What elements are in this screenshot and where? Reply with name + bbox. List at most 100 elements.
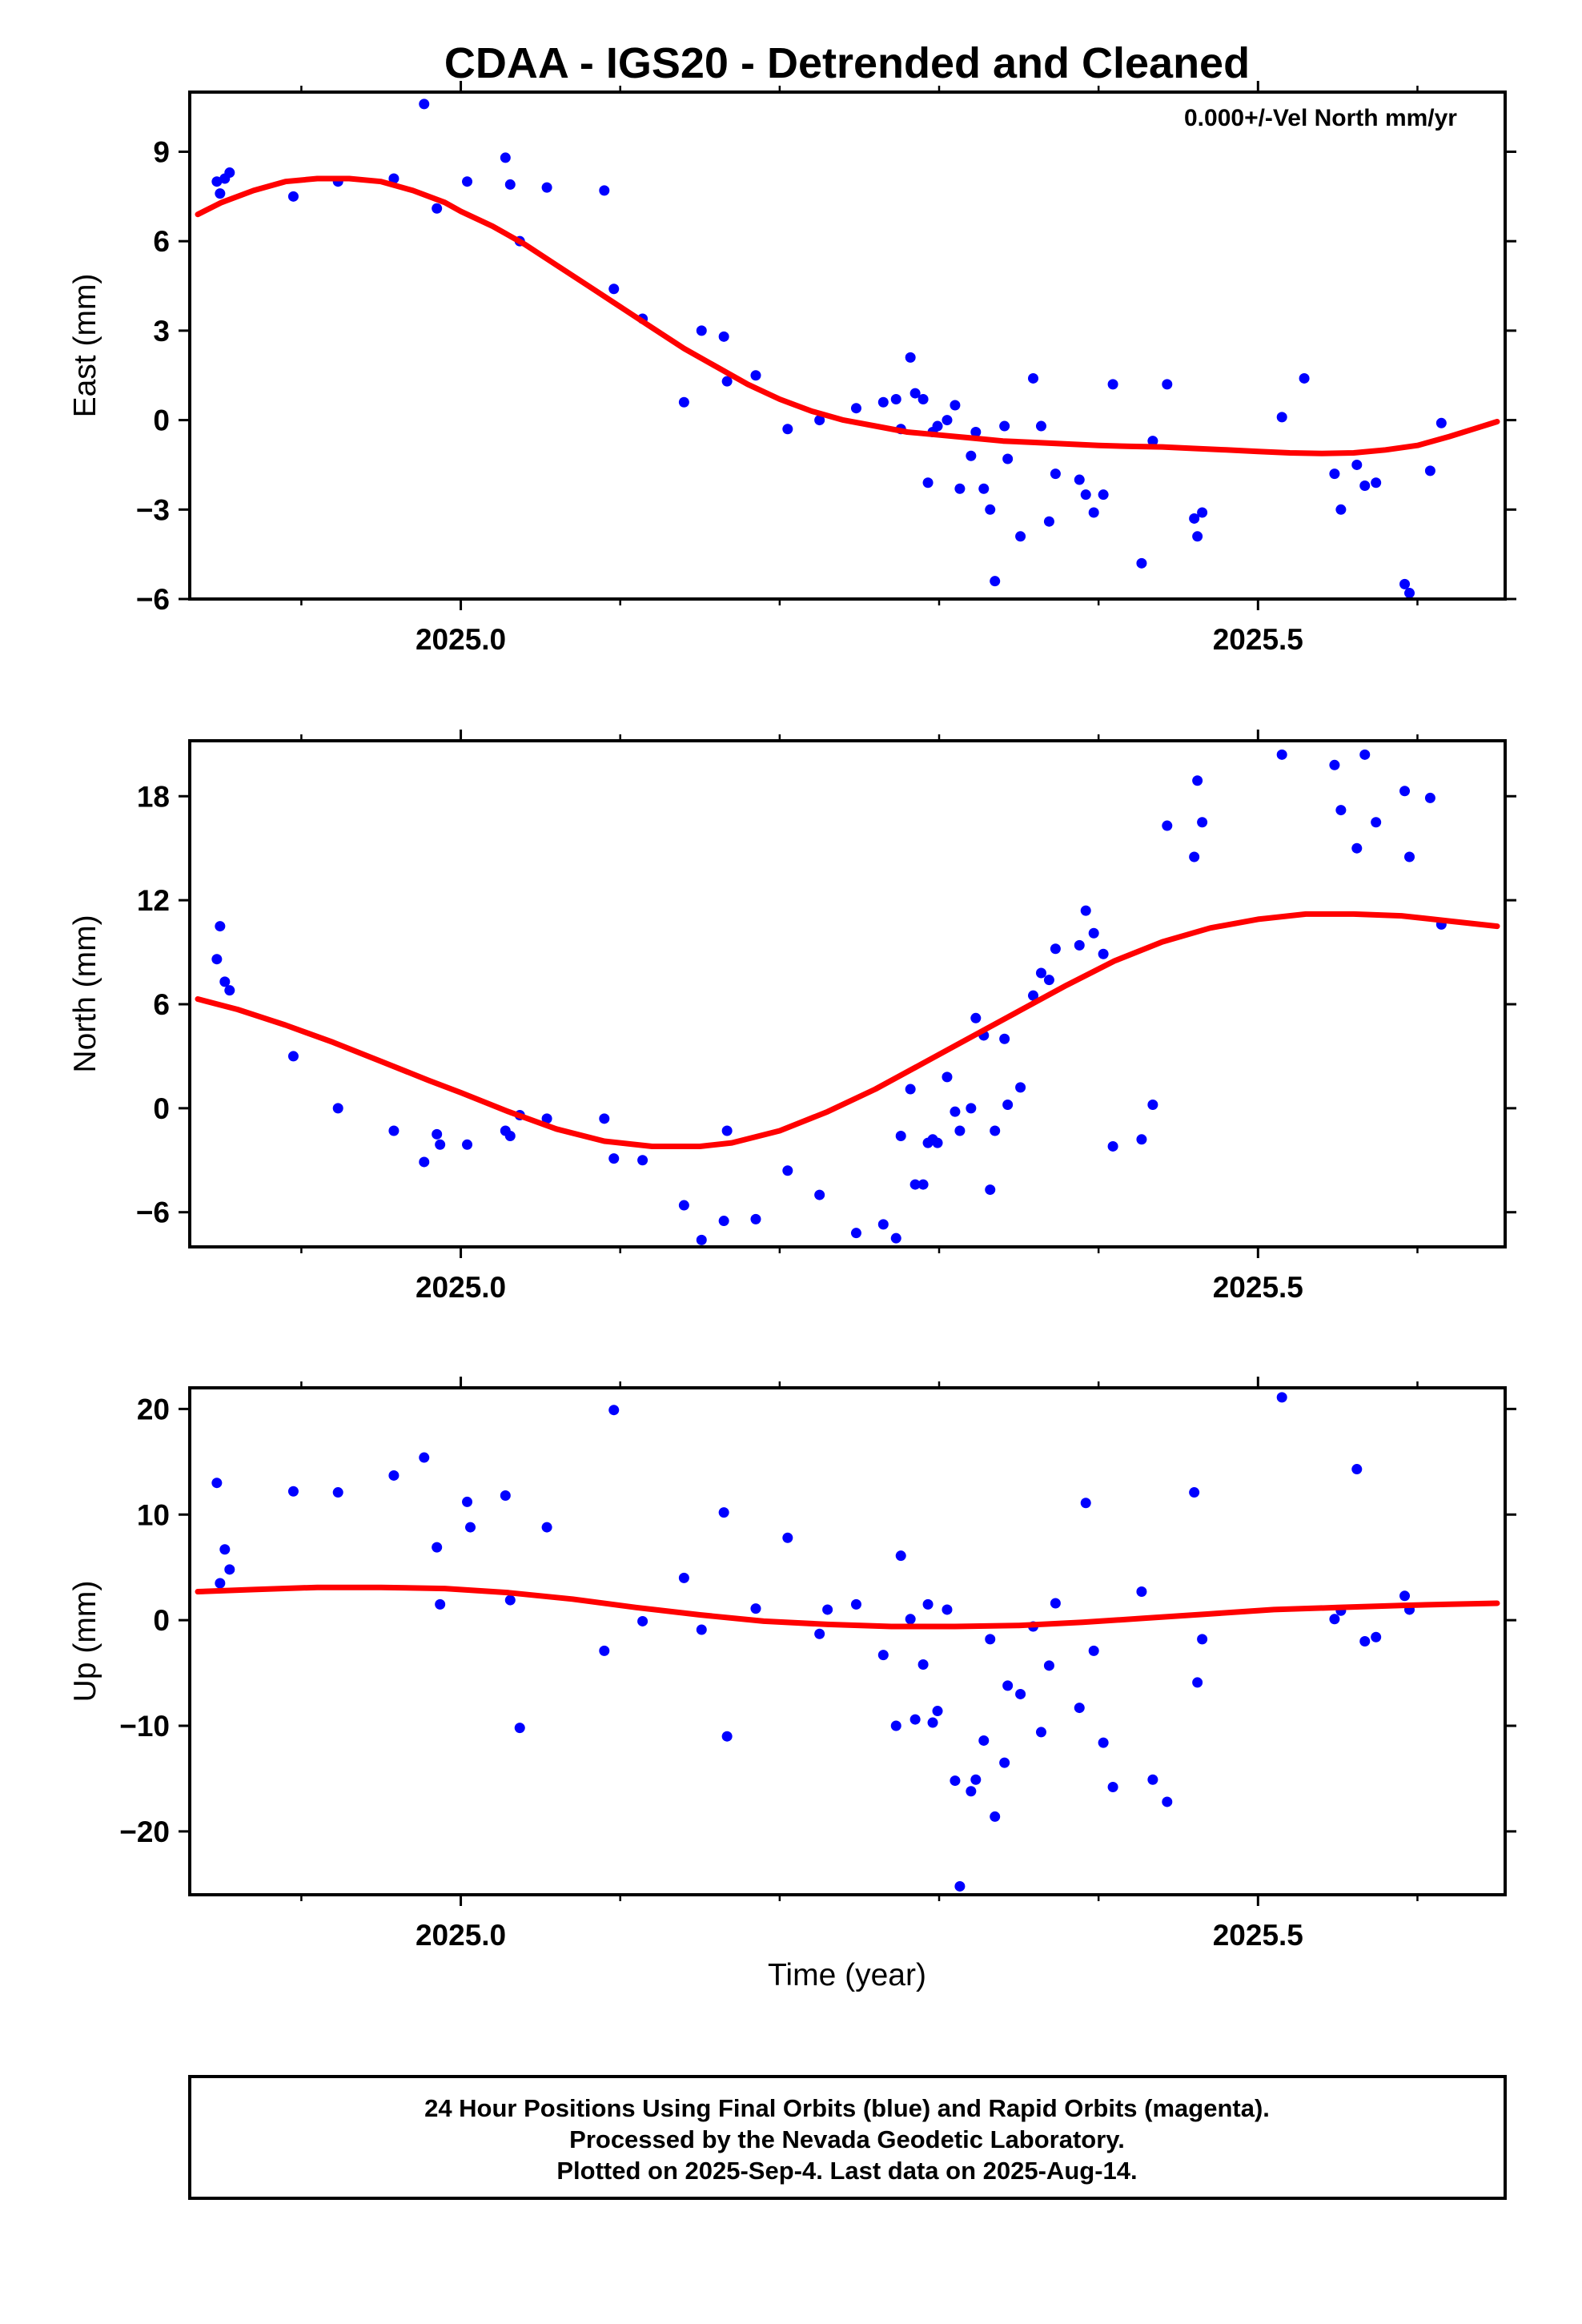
- data-point: [1074, 474, 1085, 485]
- data-point: [1399, 786, 1411, 797]
- data-point: [895, 1130, 906, 1141]
- data-point: [1002, 1100, 1014, 1111]
- data-point: [1043, 516, 1054, 527]
- data-point: [782, 1165, 793, 1176]
- data-point: [966, 1103, 977, 1114]
- footer-box: 24 Hour Positions Using Final Orbits (bl…: [188, 2075, 1507, 2200]
- data-point: [1424, 465, 1435, 476]
- fit-curve: [195, 911, 1500, 1149]
- data-point: [877, 396, 889, 408]
- data-point: [1276, 1392, 1287, 1403]
- data-point: [942, 1072, 953, 1083]
- data-point: [917, 394, 929, 405]
- data-point: [1035, 967, 1046, 979]
- data-point: [1035, 420, 1046, 432]
- data-point: [462, 176, 473, 187]
- y-tick-label: 3: [153, 315, 170, 348]
- data-point: [1043, 1660, 1054, 1671]
- x-tick-label: 2025.0: [416, 1271, 506, 1304]
- data-point: [211, 1478, 223, 1489]
- data-point: [1162, 1796, 1173, 1807]
- data-point: [814, 1189, 825, 1200]
- data-point: [504, 179, 516, 190]
- y-tick-label: 6: [153, 225, 170, 258]
- data-point: [917, 1659, 929, 1671]
- footer-frame: [188, 2075, 1507, 2200]
- data-point: [1276, 749, 1287, 760]
- x-tick-label: 2025.0: [416, 1919, 506, 1952]
- data-point: [1424, 792, 1435, 803]
- data-point: [999, 420, 1010, 432]
- data-point: [721, 1125, 733, 1136]
- data-point: [782, 1532, 793, 1543]
- data-point: [1098, 1737, 1109, 1748]
- data-point: [1359, 749, 1371, 760]
- data-point: [215, 1578, 226, 1589]
- data-point: [1107, 1781, 1118, 1792]
- data-point: [219, 1544, 231, 1555]
- data-point: [718, 1216, 729, 1227]
- data-point: [696, 325, 707, 336]
- y-tick-label: 6: [153, 988, 170, 1021]
- data-point: [922, 477, 934, 489]
- data-point: [1043, 975, 1054, 986]
- x-axis-label: Time (year): [768, 1958, 926, 1992]
- data-point: [224, 167, 235, 179]
- data-point: [1404, 851, 1415, 862]
- data-point: [388, 1125, 400, 1136]
- panel-0: 2025.0 2025.5 −6 −3 0 3 6 9 East (mm) 0.000+/-Vel…: [68, 81, 1516, 656]
- data-point: [1276, 412, 1287, 423]
- data-point: [500, 152, 511, 163]
- data-point: [608, 283, 620, 295]
- data-point: [822, 1604, 833, 1615]
- data-point: [1088, 1645, 1099, 1656]
- data-point: [905, 352, 916, 363]
- data-point: [388, 173, 400, 184]
- data-point: [932, 1706, 943, 1717]
- data-point: [432, 1542, 443, 1553]
- data-point: [465, 1522, 476, 1533]
- data-point: [1359, 480, 1371, 492]
- data-point: [721, 376, 733, 387]
- data-point: [1088, 927, 1099, 939]
- data-point: [750, 1603, 761, 1614]
- data-point: [950, 1775, 961, 1787]
- data-point: [1189, 513, 1200, 524]
- y-tick-label: −3: [136, 493, 170, 526]
- data-point: [224, 1564, 235, 1575]
- data-point: [985, 1634, 996, 1645]
- data-point: [954, 483, 966, 494]
- data-point: [966, 1786, 977, 1797]
- data-point: [1359, 1636, 1371, 1647]
- data-point: [1162, 820, 1173, 831]
- x-tick-label: 2025.0: [416, 623, 506, 656]
- data-point: [599, 1113, 610, 1124]
- data-point: [514, 1723, 525, 1734]
- data-point: [637, 1155, 648, 1166]
- plot-area: [195, 99, 1500, 599]
- data-point: [215, 188, 226, 199]
- y-tick-label: −20: [119, 1815, 170, 1848]
- data-point: [1050, 468, 1061, 480]
- y-axis-label: Up (mm): [68, 1581, 102, 1703]
- data-point: [1080, 1498, 1091, 1509]
- data-point: [999, 1033, 1010, 1044]
- data-point: [999, 1757, 1010, 1768]
- data-point: [696, 1234, 707, 1245]
- data-point: [1136, 557, 1147, 569]
- data-point: [608, 1405, 620, 1416]
- data-point: [927, 1717, 938, 1728]
- data-point: [1162, 379, 1173, 390]
- data-point: [909, 1714, 921, 1725]
- data-point: [1335, 805, 1347, 816]
- data-point: [909, 388, 921, 399]
- data-point: [905, 1614, 916, 1625]
- data-point: [890, 1232, 901, 1244]
- data-point: [1028, 372, 1039, 384]
- data-point: [1197, 817, 1208, 828]
- data-point: [504, 1594, 516, 1606]
- panel-frame: [188, 739, 1507, 1248]
- data-point: [1107, 379, 1118, 390]
- data-point: [435, 1598, 446, 1610]
